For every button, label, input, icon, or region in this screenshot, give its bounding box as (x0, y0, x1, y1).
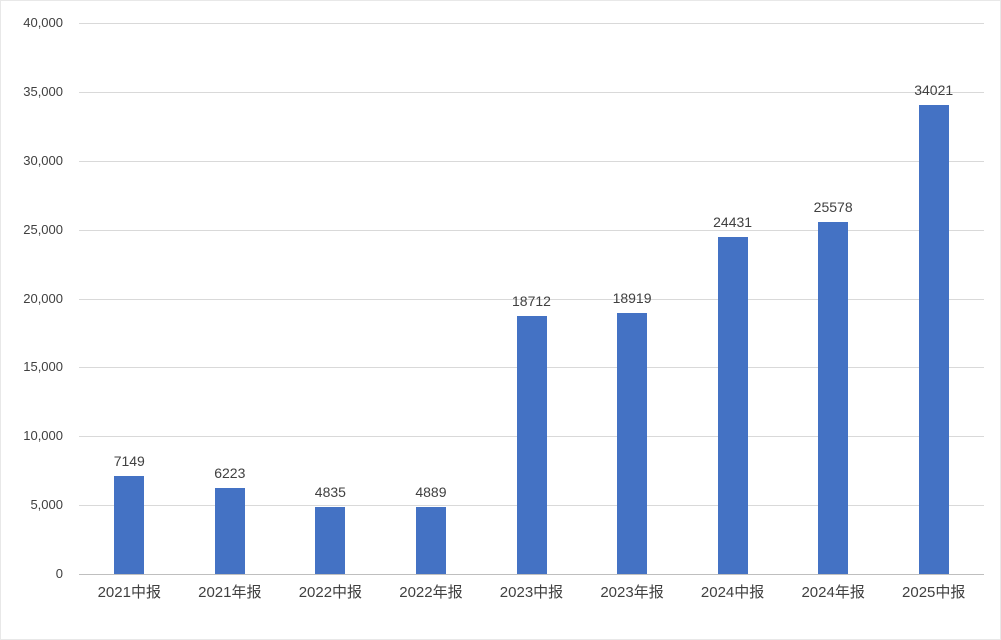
x-tick-label: 2024中报 (700, 584, 765, 601)
gridline (79, 229, 984, 231)
bar (617, 313, 648, 574)
bar (516, 316, 547, 574)
bar (415, 506, 446, 574)
bar-value-label: 18712 (512, 293, 551, 310)
bar (918, 105, 949, 574)
y-tick-label: 40,000 (23, 15, 63, 30)
x-tick-label: 2023年报 (600, 584, 664, 601)
x-tick-label: 2024年报 (801, 584, 865, 601)
y-tick-label: 10,000 (23, 428, 63, 444)
bar (114, 475, 145, 574)
x-tick-label: 2023中报 (499, 584, 564, 601)
bar-value-label: 7149 (113, 452, 145, 469)
gridline (79, 23, 984, 24)
bar (717, 237, 748, 574)
gridline (79, 160, 984, 162)
x-axis-line (79, 574, 984, 575)
bar-value-label: 4835 (314, 484, 346, 501)
gridline (79, 91, 984, 93)
x-tick-label: 2022年报 (399, 584, 463, 601)
bar-value-label: 6223 (214, 465, 246, 482)
y-tick-label: 5,000 (30, 497, 63, 513)
plot-area: 7149 6223 4835 4889 18712 18919 24431 25578 3402… (79, 23, 984, 575)
bar-value-label: 34021 (914, 82, 954, 99)
x-tick-label: 2021年报 (198, 584, 262, 601)
y-tick-label: 25,000 (23, 221, 63, 237)
bar (818, 221, 849, 574)
gridline (79, 298, 984, 300)
y-tick-label: 30,000 (23, 152, 63, 168)
bar-value-label: 25578 (813, 198, 853, 215)
bar-value-label: 4889 (415, 483, 447, 500)
x-tick-label: 2025中报 (902, 584, 966, 601)
x-tick-label: 2021中报 (97, 584, 161, 601)
y-tick-label: 20,000 (23, 290, 63, 306)
y-axis: 0 5,000 10,000 15,000 20,000 25,000 30,000 35,0… (1, 1, 71, 639)
y-tick-label: 15,000 (23, 359, 63, 375)
y-tick-label: 35,000 (23, 83, 63, 99)
bar (315, 507, 346, 574)
y-tick-label: 0 (55, 566, 63, 581)
bar-value-label: 24431 (713, 214, 753, 231)
x-axis: 2021中报 2021年报 2022中报 2022年报 2023中报 2023年报 2024… (1, 581, 1000, 605)
bar-value-label: 18919 (612, 290, 652, 307)
x-tick-label: 2022中报 (298, 584, 363, 601)
bar (214, 488, 245, 574)
